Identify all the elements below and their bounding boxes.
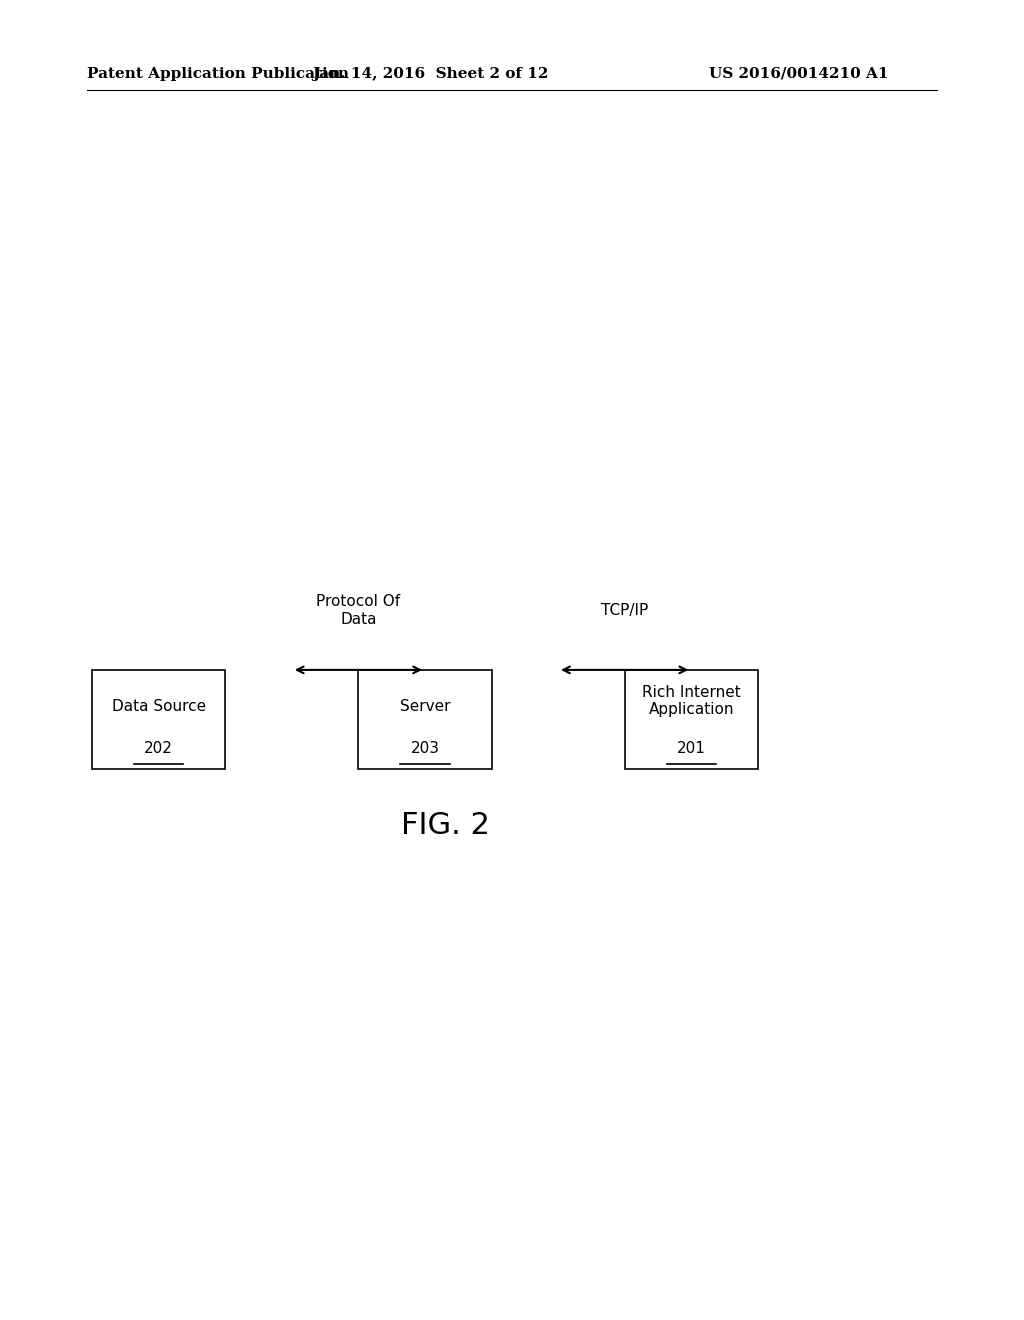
Text: 203: 203 [411, 741, 439, 756]
Text: TCP/IP: TCP/IP [601, 603, 648, 618]
Text: Jan. 14, 2016  Sheet 2 of 12: Jan. 14, 2016 Sheet 2 of 12 [312, 67, 548, 81]
Text: 201: 201 [677, 741, 706, 756]
Text: Server: Server [399, 698, 451, 714]
Text: US 2016/0014210 A1: US 2016/0014210 A1 [709, 67, 889, 81]
FancyBboxPatch shape [92, 671, 225, 768]
Text: Rich Internet
Application: Rich Internet Application [642, 685, 740, 717]
FancyBboxPatch shape [358, 671, 492, 768]
Text: FIG. 2: FIG. 2 [401, 810, 489, 840]
FancyBboxPatch shape [625, 671, 758, 768]
Text: Data Source: Data Source [112, 698, 206, 714]
Text: 202: 202 [144, 741, 173, 756]
Text: Patent Application Publication: Patent Application Publication [87, 67, 349, 81]
Text: Protocol Of
Data: Protocol Of Data [316, 594, 400, 627]
